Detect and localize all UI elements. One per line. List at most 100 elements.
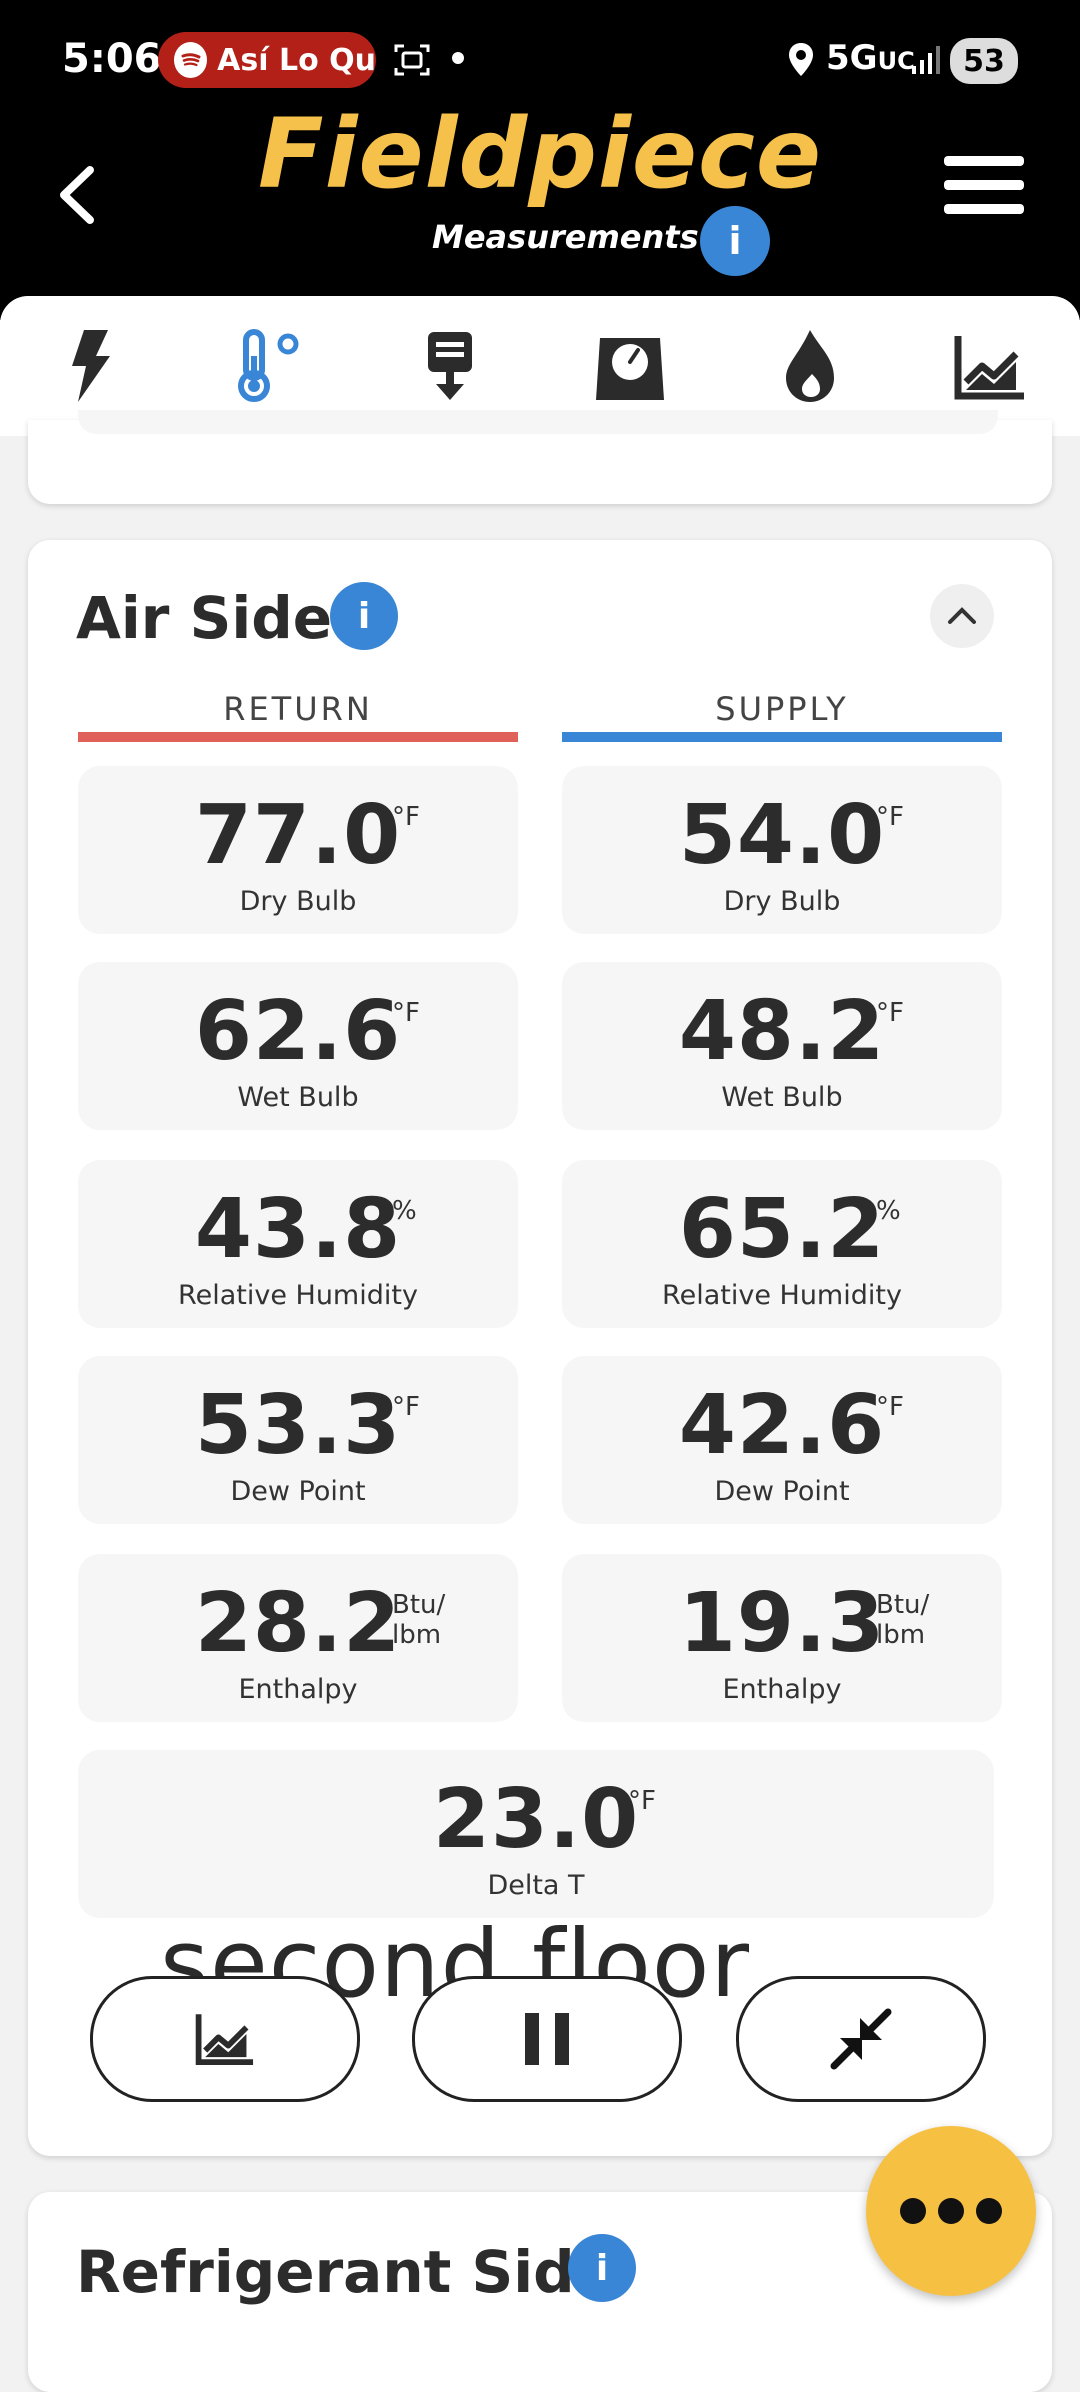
value-number: 65.2 — [678, 1182, 886, 1277]
measurement-unit: °F — [392, 998, 420, 1028]
measurement-label: Delta T — [487, 1870, 585, 1901]
thermometer-icon — [238, 329, 299, 402]
status-time: 5:06 — [62, 36, 162, 82]
supply-dew-point-tile[interactable]: 42.6 °F Dew Point — [562, 1356, 1002, 1524]
measurement-unit: °F — [628, 1786, 656, 1816]
measurement-label: Dew Point — [230, 1476, 366, 1507]
measurement-label: Dew Point — [714, 1476, 850, 1507]
measurement-value: 53.3 — [78, 1378, 518, 1473]
tab-electrical[interactable] — [35, 311, 145, 421]
minimize-button[interactable] — [736, 1976, 986, 2102]
pause-icon — [525, 2013, 569, 2065]
refrigerant-info-icon[interactable]: i — [568, 2234, 636, 2302]
measurement-unit: °F — [392, 802, 420, 832]
page-subtitle: Measurements — [432, 218, 699, 256]
measurement-label: Dry Bulb — [239, 886, 357, 917]
measurement-unit: °F — [392, 1392, 420, 1422]
return-header: RETURN — [223, 690, 373, 728]
value-number: 23.0 — [432, 1772, 640, 1867]
value-number: 54.0 — [678, 788, 886, 883]
measurement-unit: °F — [876, 1392, 904, 1422]
tab-airflow[interactable] — [395, 311, 505, 421]
value-number: 48.2 — [678, 984, 886, 1079]
media-title: Así Lo Qu — [217, 42, 376, 78]
measurement-value: 65.2 — [562, 1182, 1002, 1277]
bolt-icon — [72, 330, 110, 402]
network-label: 5GUC — [826, 38, 915, 78]
value-number: 19.3 — [678, 1576, 886, 1671]
measurement-value: 62.6 — [78, 984, 518, 1079]
value-number: 43.8 — [194, 1182, 402, 1277]
tab-temperature[interactable] — [215, 311, 325, 421]
measurement-unit: °F — [876, 998, 904, 1028]
tab-combustion[interactable] — [755, 311, 865, 421]
dot-icon — [900, 2198, 926, 2224]
return-humidity-tile[interactable]: 43.8 % Relative Humidity — [78, 1160, 518, 1328]
value-number: 53.3 — [194, 1378, 402, 1473]
value-number: 42.6 — [678, 1378, 886, 1473]
chart-icon — [954, 336, 1024, 400]
notification-dot — [452, 52, 464, 64]
pause-button[interactable] — [412, 1976, 682, 2102]
measurement-unit: % — [876, 1196, 901, 1226]
measurement-value: 77.0 — [78, 788, 518, 883]
signal-icon — [910, 44, 942, 80]
return-enthalpy-tile[interactable]: 28.2 Btu/ lbm Enthalpy — [78, 1554, 518, 1722]
air-side-info-icon[interactable]: i — [330, 582, 398, 650]
measurement-label: Enthalpy — [722, 1674, 842, 1705]
return-wet-bulb-tile[interactable]: 62.6 °F Wet Bulb — [78, 962, 518, 1130]
measurement-unit: Btu/ lbm — [876, 1590, 930, 1650]
return-color-bar — [78, 732, 518, 742]
measurement-label: Enthalpy — [238, 1674, 358, 1705]
supply-color-bar — [562, 732, 1002, 742]
hamburger-menu-button[interactable] — [944, 156, 1024, 228]
measurement-unit: Btu/ lbm — [392, 1590, 446, 1650]
measurement-value: 23.0 — [78, 1772, 994, 1867]
airflow-icon — [428, 332, 472, 400]
more-options-fab[interactable] — [866, 2126, 1036, 2296]
brand-logo: Fieldpiece — [258, 98, 822, 210]
measurement-value: 19.3 — [562, 1576, 1002, 1671]
measurement-unit: °F — [876, 802, 904, 832]
tab-scale[interactable] — [575, 311, 685, 421]
measurement-value: 42.6 — [562, 1378, 1002, 1473]
collapse-arrows-icon — [830, 2008, 892, 2070]
supply-enthalpy-tile[interactable]: 19.3 Btu/ lbm Enthalpy — [562, 1554, 1002, 1722]
scale-icon — [596, 338, 664, 400]
measurement-label: Wet Bulb — [237, 1082, 359, 1113]
measurement-label: Relative Humidity — [662, 1280, 902, 1311]
measurement-value: 48.2 — [562, 984, 1002, 1079]
return-dew-point-tile[interactable]: 53.3 °F Dew Point — [78, 1356, 518, 1524]
measurement-label: Wet Bulb — [721, 1082, 843, 1113]
supply-dry-bulb-tile[interactable]: 54.0 °F Dry Bulb — [562, 766, 1002, 934]
supply-wet-bulb-tile[interactable]: 48.2 °F Wet Bulb — [562, 962, 1002, 1130]
tab-trends[interactable] — [935, 311, 1045, 421]
battery-indicator: 53 — [950, 38, 1018, 84]
supply-header: SUPPLY — [715, 690, 849, 728]
return-dry-bulb-tile[interactable]: 77.0 °F Dry Bulb — [78, 766, 518, 934]
chevron-up-icon — [948, 607, 976, 624]
location-icon — [788, 42, 814, 82]
delta-t-tile[interactable]: 23.0 °F Delta T — [78, 1750, 994, 1918]
measurement-label: Relative Humidity — [178, 1280, 418, 1311]
section-title: Air Side — [76, 584, 333, 652]
media-pill[interactable]: Así Lo Qu — [158, 32, 376, 88]
measurement-value: 54.0 — [562, 788, 1002, 883]
previous-card-bottom — [28, 410, 1052, 504]
screenshot-icon — [392, 40, 432, 84]
app-header: 5:06 Así Lo Qu 5GUC 53 Fieldpiece Measur… — [0, 0, 1080, 320]
measurement-value: 28.2 — [78, 1576, 518, 1671]
collapse-button[interactable] — [930, 584, 994, 648]
value-number: 62.6 — [194, 984, 402, 1079]
dot-icon — [976, 2198, 1002, 2224]
supply-humidity-tile[interactable]: 65.2 % Relative Humidity — [562, 1160, 1002, 1328]
header-info-icon[interactable]: i — [700, 206, 770, 276]
dot-icon — [938, 2198, 964, 2224]
chart-icon — [195, 2014, 254, 2065]
spotify-icon — [174, 42, 208, 78]
value-number: 77.0 — [194, 788, 402, 883]
trend-button[interactable] — [90, 1976, 360, 2102]
back-button[interactable] — [50, 160, 110, 230]
flame-icon — [786, 330, 834, 402]
measurement-unit: % — [392, 1196, 417, 1226]
